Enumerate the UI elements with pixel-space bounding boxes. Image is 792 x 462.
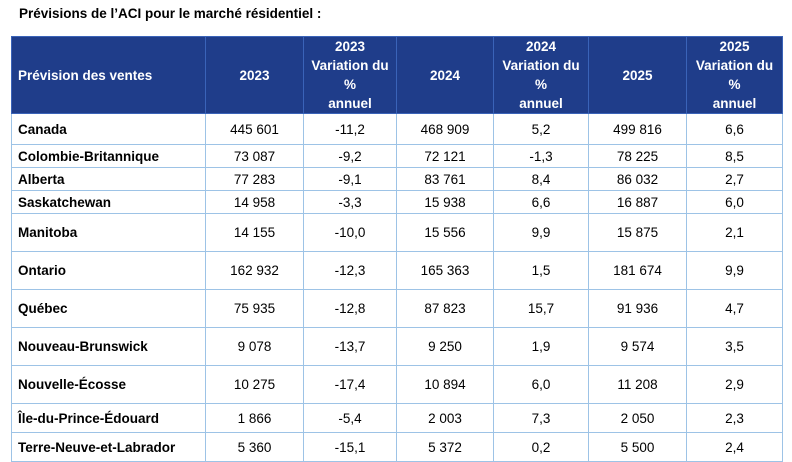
table-cell: 91 936 bbox=[588, 289, 687, 328]
table-cell: 10 894 bbox=[396, 365, 494, 404]
region-name-cell: Terre-Neuve-et-Labrador bbox=[11, 432, 206, 462]
table-cell: 1 866 bbox=[205, 403, 304, 433]
table-cell: 6,6 bbox=[686, 113, 783, 145]
table-cell: 1,5 bbox=[493, 251, 589, 290]
table-cell: 5 372 bbox=[396, 432, 494, 462]
table-cell: 2,9 bbox=[686, 365, 783, 404]
table-cell: 14 958 bbox=[205, 190, 304, 214]
table-row: Québec 75 935 -12,8 87 823 15,7 91 936 4,7 bbox=[11, 289, 783, 328]
table-row: Nouveau-Brunswick 9 078 -13,7 9 250 1,9 9 574… bbox=[11, 327, 783, 366]
table-cell: -12,3 bbox=[303, 251, 397, 290]
column-header: 2025 Variation du % annuel bbox=[686, 36, 783, 114]
table-cell: 9 250 bbox=[396, 327, 494, 366]
table-cell: 15 938 bbox=[396, 190, 494, 214]
table-cell: 6,0 bbox=[686, 190, 783, 214]
table-row: Terre-Neuve-et-Labrador 5 360 -15,1 5 372 0,… bbox=[11, 432, 783, 462]
table-cell: 162 932 bbox=[205, 251, 304, 290]
column-header: 2024 Variation du % annuel bbox=[493, 36, 589, 114]
table-cell: 499 816 bbox=[588, 113, 687, 145]
table-cell: 9 574 bbox=[588, 327, 687, 366]
table-cell: -5,4 bbox=[303, 403, 397, 433]
table-cell: 15 875 bbox=[588, 213, 687, 252]
region-name-cell: Île-du-Prince-Édouard bbox=[11, 403, 206, 433]
column-header: 2023 Variation du % annuel bbox=[303, 36, 397, 114]
column-header: 2024 bbox=[396, 36, 494, 114]
table-cell: 8,4 bbox=[493, 167, 589, 191]
table-cell: 15,7 bbox=[493, 289, 589, 328]
table-cell: -13,7 bbox=[303, 327, 397, 366]
table-cell: 181 674 bbox=[588, 251, 687, 290]
table-row: Manitoba 14 155 -10,0 15 556 9,9 15 875 2,1 bbox=[11, 213, 783, 252]
table-cell: 77 283 bbox=[205, 167, 304, 191]
table-cell: 2 003 bbox=[396, 403, 494, 433]
table-cell: 165 363 bbox=[396, 251, 494, 290]
region-name-cell: Nouveau-Brunswick bbox=[11, 327, 206, 366]
table-cell: 0,2 bbox=[493, 432, 589, 462]
table-cell: 2,7 bbox=[686, 167, 783, 191]
table-cell: 9,9 bbox=[686, 251, 783, 290]
table-cell: -3,3 bbox=[303, 190, 397, 214]
column-header: Prévision des ventes bbox=[11, 36, 206, 114]
page-title: Prévisions de l’ACI pour le marché résid… bbox=[19, 6, 322, 21]
table-cell: 7,3 bbox=[493, 403, 589, 433]
table-cell: 3,5 bbox=[686, 327, 783, 366]
table-cell: 72 121 bbox=[396, 144, 494, 168]
table-cell: 5,2 bbox=[493, 113, 589, 145]
table-cell: 2,4 bbox=[686, 432, 783, 462]
table-cell: -17,4 bbox=[303, 365, 397, 404]
table-cell: 73 087 bbox=[205, 144, 304, 168]
table-cell: 9,9 bbox=[493, 213, 589, 252]
region-name-cell: Ontario bbox=[11, 251, 206, 290]
table-row: Saskatchewan 14 958 -3,3 15 938 6,6 16 887 6,0 bbox=[11, 190, 783, 214]
table-cell: 16 887 bbox=[588, 190, 687, 214]
table-cell: 5 500 bbox=[588, 432, 687, 462]
table-cell: -9,2 bbox=[303, 144, 397, 168]
region-name-cell: Nouvelle-Écosse bbox=[11, 365, 206, 404]
table-cell: 2,1 bbox=[686, 213, 783, 252]
region-name-cell: Manitoba bbox=[11, 213, 206, 252]
table-header-row: Prévision des ventes 2023 2023 Variation du… bbox=[11, 36, 783, 114]
table-cell: 83 761 bbox=[396, 167, 494, 191]
table-cell: 2 050 bbox=[588, 403, 687, 433]
table-row: Nouvelle-Écosse 10 275 -17,4 10 894 6,0 11 20… bbox=[11, 365, 783, 404]
table-cell: 5 360 bbox=[205, 432, 304, 462]
table-cell: -12,8 bbox=[303, 289, 397, 328]
column-header: 2023 bbox=[205, 36, 304, 114]
table-cell: 1,9 bbox=[493, 327, 589, 366]
table-row: Colombie-Britannique 73 087 -9,2 72 121 -1,3… bbox=[11, 144, 783, 168]
table-cell: -9,1 bbox=[303, 167, 397, 191]
table-body: Canada 445 601 -11,2 468 909 5,2 499 816 6,6 Co… bbox=[11, 113, 783, 462]
region-name-cell: Saskatchewan bbox=[11, 190, 206, 214]
table-cell: 86 032 bbox=[588, 167, 687, 191]
table-cell: 2,3 bbox=[686, 403, 783, 433]
table-cell: 15 556 bbox=[396, 213, 494, 252]
table-cell: 4,7 bbox=[686, 289, 783, 328]
table-row: Alberta 77 283 -9,1 83 761 8,4 86 032 2,7 bbox=[11, 167, 783, 191]
region-name-cell: Colombie-Britannique bbox=[11, 144, 206, 168]
table-cell: -1,3 bbox=[493, 144, 589, 168]
table-cell: -10,0 bbox=[303, 213, 397, 252]
region-name-cell: Alberta bbox=[11, 167, 206, 191]
table-cell: 14 155 bbox=[205, 213, 304, 252]
table-cell: 11 208 bbox=[588, 365, 687, 404]
table-row: Île-du-Prince-Édouard 1 866 -5,4 2 003 7,3 2 … bbox=[11, 403, 783, 433]
table-cell: 445 601 bbox=[205, 113, 304, 145]
table-cell: -15,1 bbox=[303, 432, 397, 462]
table-cell: 75 935 bbox=[205, 289, 304, 328]
region-name-cell: Québec bbox=[11, 289, 206, 328]
table-cell: 6,6 bbox=[493, 190, 589, 214]
column-header: 2025 bbox=[588, 36, 687, 114]
housing-forecast-table: Prévision des ventes 2023 2023 Variation du… bbox=[11, 36, 783, 462]
table-cell: 8,5 bbox=[686, 144, 783, 168]
table-cell: -11,2 bbox=[303, 113, 397, 145]
table-row: Canada 445 601 -11,2 468 909 5,2 499 816 6,6 bbox=[11, 113, 783, 145]
table-cell: 9 078 bbox=[205, 327, 304, 366]
region-name-cell: Canada bbox=[11, 113, 206, 145]
table-row: Ontario 162 932 -12,3 165 363 1,5 181 674 9,9 bbox=[11, 251, 783, 290]
table-cell: 10 275 bbox=[205, 365, 304, 404]
table-cell: 87 823 bbox=[396, 289, 494, 328]
table-cell: 468 909 bbox=[396, 113, 494, 145]
table-cell: 78 225 bbox=[588, 144, 687, 168]
table-cell: 6,0 bbox=[493, 365, 589, 404]
